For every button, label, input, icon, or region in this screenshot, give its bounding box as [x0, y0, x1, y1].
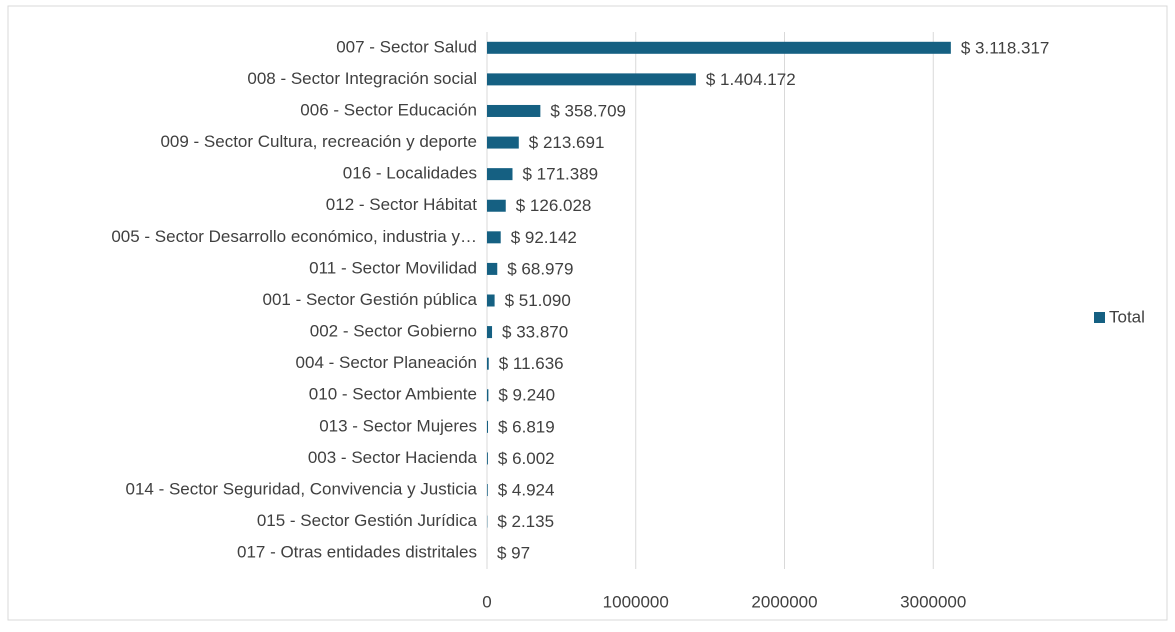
- bar: [487, 231, 501, 243]
- bar: [487, 42, 951, 54]
- data-label: $ 4.924: [498, 481, 555, 500]
- y-tick-label: 017 - Otras entidades distritales: [237, 543, 477, 562]
- legend-swatch: [1094, 312, 1105, 323]
- data-label: $ 2.135: [497, 512, 554, 531]
- y-tick-label: 004 - Sector Planeación: [296, 353, 477, 372]
- bar: [487, 484, 488, 496]
- y-tick-label: 014 - Sector Seguridad, Convivencia y Ju…: [125, 480, 477, 499]
- legend-label: Total: [1109, 307, 1145, 326]
- y-tick-label: 006 - Sector Educación: [300, 100, 477, 119]
- bar: [487, 168, 512, 180]
- x-tick-label: 1000000: [603, 592, 669, 611]
- y-tick-label: 001 - Sector Gestión pública: [262, 290, 477, 309]
- y-tick-label: 015 - Sector Gestión Jurídica: [257, 511, 478, 530]
- data-label: $ 6.819: [498, 417, 555, 436]
- y-tick-label: 005 - Sector Desarrollo económico, indus…: [111, 227, 477, 246]
- y-tick-label: 016 - Localidades: [343, 164, 477, 183]
- data-label: $ 6.002: [498, 449, 555, 468]
- x-tick-label: 2000000: [751, 592, 817, 611]
- data-label: $ 97: [497, 544, 530, 563]
- y-tick-label: 009 - Sector Cultura, recreación y depor…: [160, 132, 477, 151]
- bar: [487, 452, 488, 464]
- bar: [487, 295, 495, 307]
- chart-frame: [8, 6, 1167, 620]
- y-tick-label: 002 - Sector Gobierno: [310, 322, 477, 341]
- bar: [487, 358, 489, 370]
- bar: [487, 73, 696, 85]
- x-tick-label: 3000000: [900, 592, 966, 611]
- bar: [487, 263, 497, 275]
- x-tick-label: 0: [482, 592, 491, 611]
- data-label: $ 33.870: [502, 323, 568, 342]
- data-label: $ 126.028: [516, 196, 592, 215]
- bar: [487, 389, 488, 401]
- y-tick-label: 008 - Sector Integración social: [247, 69, 477, 88]
- data-label: $ 11.636: [499, 354, 564, 373]
- data-label: $ 213.691: [529, 133, 605, 152]
- data-label: $ 9.240: [498, 386, 555, 405]
- data-label: $ 171.389: [522, 165, 598, 184]
- data-label: $ 51.090: [505, 291, 571, 310]
- bar: [487, 421, 488, 433]
- data-label: $ 92.142: [511, 228, 577, 247]
- y-tick-label: 007 - Sector Salud: [336, 37, 477, 56]
- y-tick-label: 011 - Sector Movilidad: [309, 258, 477, 277]
- bar: [487, 200, 506, 212]
- bar: [487, 326, 492, 338]
- data-label: $ 68.979: [507, 259, 573, 278]
- data-label: $ 358.709: [550, 101, 626, 120]
- data-label: $ 3.118.317: [961, 38, 1050, 57]
- bar: [487, 137, 519, 149]
- y-tick-label: 010 - Sector Ambiente: [309, 385, 477, 404]
- y-tick-label: 003 - Sector Hacienda: [308, 448, 478, 467]
- bar: [487, 105, 540, 117]
- data-label: $ 1.404.172: [706, 70, 796, 89]
- y-tick-label: 013 - Sector Mujeres: [319, 416, 477, 435]
- y-tick-label: 012 - Sector Hábitat: [326, 195, 477, 214]
